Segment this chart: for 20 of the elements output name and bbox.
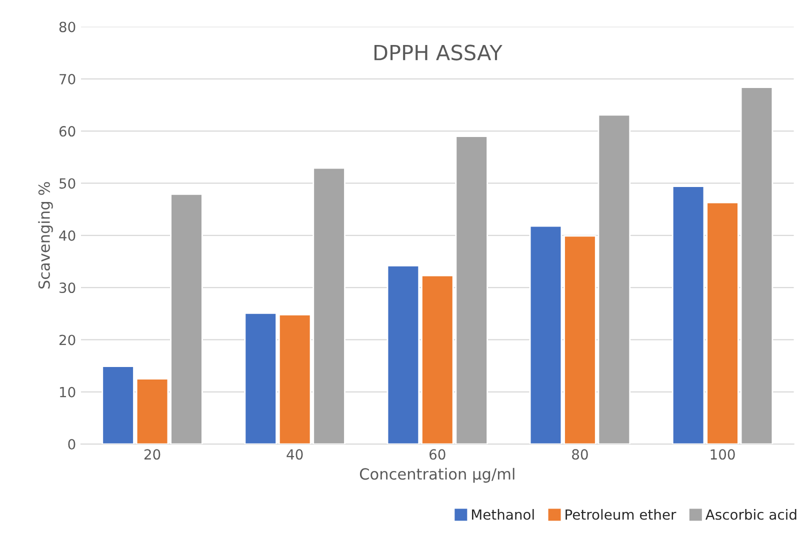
legend-label: Petroleum ether [566, 509, 676, 520]
x-tick-label: 20 [144, 449, 160, 460]
text: DPPH ASSAY [374, 44, 502, 60]
x-tick-label: 40 [286, 449, 303, 460]
x-tick-label: 100 [710, 449, 735, 460]
x-axis-title: Concentration µg/ml [360, 468, 514, 483]
y-tick-label: 60 [59, 126, 76, 137]
y-tick-label: 30 [60, 282, 76, 294]
legend-label: Ascorbic acid [705, 509, 796, 520]
y-tick-label: 80 [59, 22, 76, 32]
y-tick-label: 10 [60, 386, 76, 398]
legend-label: Methanol [472, 509, 534, 520]
x-tick-label: 80 [572, 449, 588, 460]
x-tick-label: 60 [430, 449, 446, 460]
y-axis-title: Scavenging % [38, 182, 53, 289]
y-tick-label: 70 [60, 74, 76, 84]
y-tick-label: 0 [68, 439, 76, 450]
y-tick-label: 40 [59, 230, 76, 241]
y-tick-label: 50 [60, 178, 76, 189]
y-tick-label: 20 [59, 334, 76, 346]
